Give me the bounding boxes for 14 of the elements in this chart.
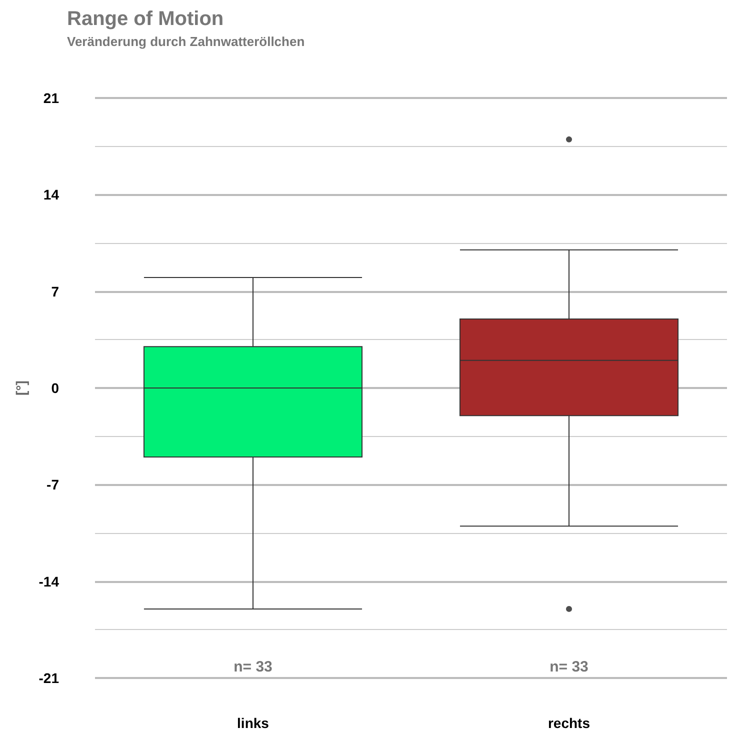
x-tick-label: rechts <box>548 715 590 731</box>
y-tick-label: -14 <box>38 573 60 590</box>
chart-subtitle: Veränderung durch Zahnwatteröllchen <box>67 34 305 49</box>
annotation: n= 33 <box>550 658 588 676</box>
y-axis-title: [°] <box>12 380 29 396</box>
y-tick-label: 7 <box>51 283 60 300</box>
y-tick-label: -21 <box>38 670 60 686</box>
y-tick-label: 21 <box>43 90 60 106</box>
chart-title: Range of Motion <box>67 8 224 30</box>
y-tick-label: 14 <box>43 186 60 203</box>
y-tick-label: -7 <box>46 476 60 493</box>
y-tick-label: 0 <box>51 380 60 396</box>
x-tick-label: links <box>237 715 270 731</box>
annotation: n= 33 <box>234 658 272 676</box>
